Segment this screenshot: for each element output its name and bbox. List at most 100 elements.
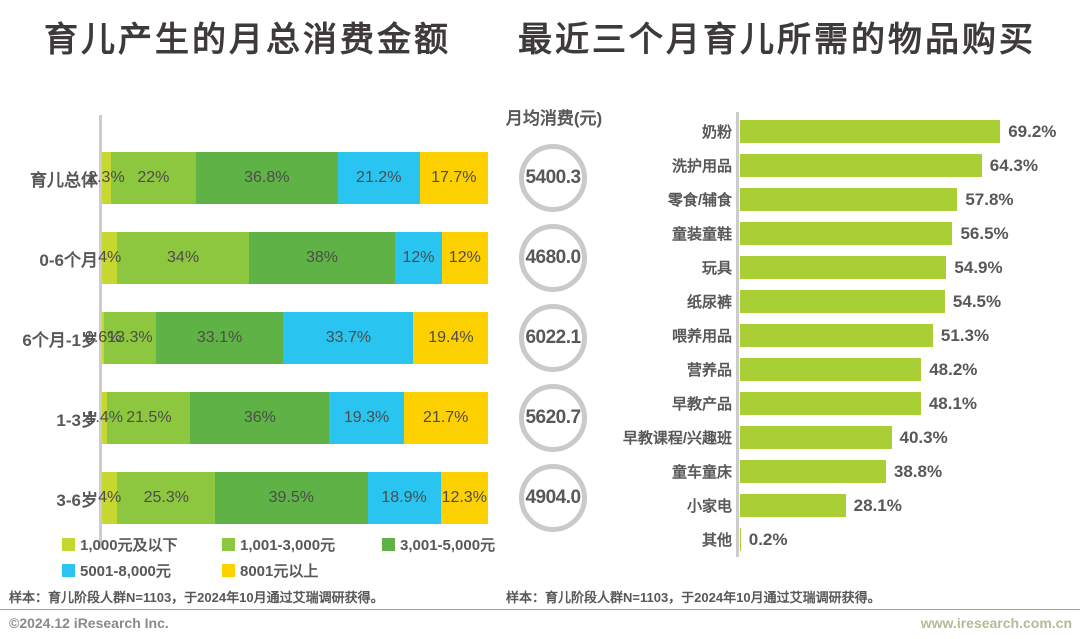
legend-swatch	[62, 564, 75, 577]
bar-row: 奶粉 69.2%	[600, 120, 1056, 143]
segment-value-label: 34%	[167, 249, 200, 266]
row-label: 童车童床	[671, 464, 732, 481]
bar-segment: 21.2%	[337, 152, 420, 204]
bar-row: 小家电 28.1%	[600, 494, 1056, 517]
website-url: www.iresearch.com.cn	[920, 615, 1072, 631]
bar	[740, 188, 958, 211]
avg-circle: 4904.0	[519, 464, 587, 532]
bar-value-label: 54.9%	[954, 257, 1003, 277]
legend-swatch	[222, 564, 235, 577]
bar-value-label: 51.3%	[940, 325, 990, 345]
bar	[740, 154, 982, 177]
bar-segment: 17.7%	[419, 152, 488, 204]
segment-value-label: 39.5%	[268, 489, 315, 506]
bar-segment: 4%	[98, 472, 121, 524]
bar-value-label: 38.8%	[893, 461, 943, 481]
legend-label: 3,001-5,000元	[400, 537, 496, 554]
legend-label: 1,001-3,000元	[240, 537, 336, 554]
avg-value: 5620.7	[525, 407, 581, 428]
bar-segment: 12%	[395, 232, 442, 284]
avg-circle: 6022.1	[519, 304, 587, 372]
bar-segment: 13.3%	[104, 312, 156, 364]
row-label: 早教课程/兴趣班	[622, 430, 732, 447]
avg-column-header: 月均消费(元)	[505, 109, 603, 128]
stacked-bar-row: 育儿总体 2.3% 22% 36.8% 21.2% 17.7%	[4, 152, 488, 204]
segment-value-label: 12%	[402, 249, 435, 266]
row-label: 奶粉	[701, 124, 732, 141]
stacked-bar-row: 6个月-1岁 0.6% 13.3% 33.1% 33.7% 19.4%	[4, 312, 489, 364]
segment-value-label: 1.4%	[86, 409, 123, 426]
segment-value-label: 22%	[137, 169, 170, 186]
legend-label: 8001元以上	[240, 563, 319, 580]
bar	[740, 290, 945, 313]
avg-value: 5400.3	[525, 167, 581, 188]
bar	[740, 120, 1001, 143]
segment-value-label: 0.6%	[84, 329, 122, 346]
segment-value-label: 18.9%	[381, 489, 427, 506]
bar-segment: 33.1%	[155, 312, 284, 364]
row-label: 营养品	[686, 362, 732, 379]
legend-label: 1,000元及以下	[80, 537, 178, 554]
bar-row: 早教产品 48.1%	[600, 392, 1056, 415]
legend-swatch	[62, 538, 75, 551]
legend-item: 1,001-3,000元	[222, 534, 382, 555]
segment-value-label: 21.7%	[423, 409, 469, 426]
bar-segment: 34%	[117, 232, 249, 284]
bar	[740, 494, 846, 517]
row-label: 纸尿裤	[686, 294, 732, 311]
segment-value-label: 17.7%	[431, 169, 477, 186]
bar-segment: 22%	[110, 152, 196, 204]
bar-value-label: 28.1%	[853, 495, 902, 515]
legend: 1,000元及以下 1,001-3,000元 3,001-5,000元 5001-8,…	[62, 534, 562, 581]
bar-chart: 奶粉 69.2% 洗护用品 64.3% 零食/辅食 57.8% 童装童鞋 56.5% 玩具 54.…	[600, 120, 1056, 551]
bar-value-label: 54.5%	[952, 291, 1002, 311]
bar-value-label: 69.2%	[1008, 121, 1057, 141]
avg-value: 6022.1	[525, 327, 581, 348]
avg-circle: 4680.0	[519, 224, 587, 292]
bar	[740, 222, 953, 245]
segment-value-label: 4%	[98, 249, 122, 266]
segment-value-label: 12.3%	[441, 489, 487, 506]
bar-segment: 21.7%	[403, 392, 488, 444]
stacked-bar: 4% 34% 38% 12% 12%	[98, 232, 488, 284]
row-label: 玩具	[701, 260, 732, 277]
bar	[740, 358, 922, 381]
row-label: 喂养用品	[671, 328, 732, 345]
bar-segment: 4%	[98, 232, 121, 284]
bar	[740, 256, 947, 279]
avg-value: 4904.0	[525, 487, 581, 508]
bar-segment: 36%	[190, 392, 330, 444]
legend-swatch	[382, 538, 395, 551]
bar-segment: 19.4%	[413, 312, 489, 364]
segment-value-label: 25.3%	[143, 489, 189, 506]
row-label: 1-3岁	[56, 410, 98, 430]
legend-swatch	[222, 538, 235, 551]
bar-segment: 12%	[441, 232, 488, 284]
bar-segment: 33.7%	[283, 312, 414, 364]
bar-row: 纸尿裤 54.5%	[600, 290, 1056, 313]
segment-value-label: 19.3%	[343, 409, 390, 426]
stacked-bar: 0.6% 13.3% 33.1% 33.7% 19.4%	[85, 312, 489, 364]
right-chart-note: 样本：育儿阶段人群N=1103，于2024年10月通过艾瑞调研获得。	[506, 590, 881, 605]
segment-value-label: 13.3%	[107, 329, 153, 346]
avg-circle: 5620.7	[519, 384, 587, 452]
avg-value: 4680.0	[525, 247, 581, 268]
row-label: 童装童鞋	[671, 226, 732, 243]
row-label: 0-6个月	[39, 250, 98, 270]
legend-item: 5001-8,000元	[62, 560, 222, 581]
stacked-bar: 1.4% 21.5% 36% 19.3% 21.7%	[86, 392, 488, 444]
row-label: 洗护用品	[671, 158, 732, 175]
row-label: 零食/辅食	[667, 192, 732, 209]
bar-row: 玩具 54.9%	[600, 256, 1056, 279]
bar-row: 童装童鞋 56.5%	[600, 222, 1056, 245]
bar-value-label: 57.8%	[965, 189, 1014, 209]
bar-row: 营养品 48.2%	[600, 358, 1056, 381]
bar-value-label: 40.3%	[899, 427, 948, 447]
copyright-text: ©2024.12 iResearch Inc.	[9, 615, 169, 631]
bar-segment: 0.6%	[85, 312, 121, 364]
bar-segment: 38%	[248, 232, 396, 284]
bar-value-label: 0.2%	[748, 529, 788, 549]
bar-value-label: 48.2%	[929, 359, 978, 379]
bar-row: 早教课程/兴趣班 40.3%	[600, 426, 1056, 449]
bar-segment: 19.3%	[329, 392, 404, 444]
